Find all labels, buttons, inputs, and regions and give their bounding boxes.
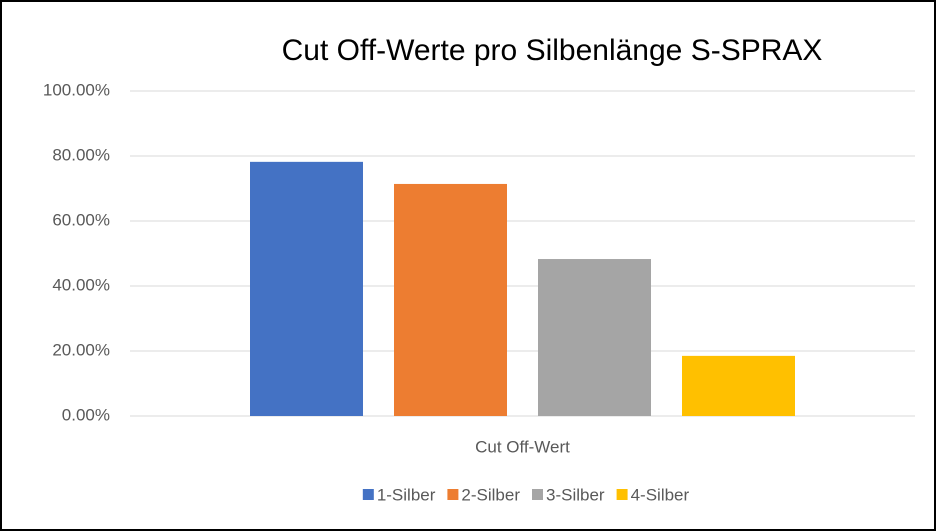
y-tick-label: 80.00%: [52, 145, 110, 164]
legend-swatch: [362, 489, 374, 500]
chart-title: Cut Off-Werte pro Silbenlänge S-SPRAX: [282, 34, 823, 67]
legend-label: 4-Silber: [631, 485, 690, 504]
y-tick-label: 60.00%: [52, 210, 110, 229]
legend-label: 1-Silber: [377, 485, 436, 504]
bar: [394, 183, 507, 416]
legend-swatch: [616, 489, 628, 500]
bar: [250, 161, 363, 416]
legend-label: 2-Silber: [461, 485, 520, 504]
legend-swatch: [532, 489, 543, 500]
bar: [538, 259, 651, 416]
y-tick-label: 20.00%: [52, 340, 110, 359]
y-tick-label: 100.00%: [43, 80, 110, 99]
y-tick-label: 0.00%: [62, 405, 110, 424]
legend-label: 3-Silber: [546, 485, 605, 504]
legend-swatch: [447, 489, 459, 500]
x-tick-label: Cut Off-Wert: [475, 437, 570, 456]
bar: [682, 355, 795, 416]
y-tick-label: 40.00%: [52, 275, 110, 294]
